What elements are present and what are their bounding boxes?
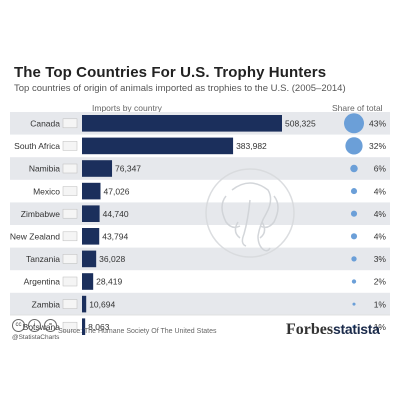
share-bubble	[350, 188, 358, 195]
license-icons: cc i =	[12, 319, 57, 332]
value-label: 28,419	[96, 277, 122, 287]
share-label: 4%	[374, 186, 387, 196]
elephant-icon	[205, 168, 295, 258]
flag-icon	[62, 254, 78, 264]
flag-icon	[62, 141, 78, 151]
bar	[82, 137, 234, 155]
flag-icon	[62, 276, 78, 287]
row-background	[10, 292, 390, 316]
category-label: Tanzania	[26, 254, 60, 264]
value-label: 43,794	[102, 232, 128, 242]
source-note: Source: The Humane Society Of The United…	[58, 328, 217, 335]
share-label: 32%	[369, 141, 386, 151]
category-label: Botswana	[23, 322, 61, 332]
category-label: Argentina	[24, 277, 61, 287]
flag-icon	[62, 321, 78, 332]
flag-icon	[62, 118, 78, 129]
share-bubble	[344, 113, 364, 134]
category-label: Zimbabwe	[21, 209, 60, 219]
flag-icon	[62, 299, 78, 309]
statista-logo[interactable]: statista	[333, 321, 380, 337]
chart-title: The Top Countries For U.S. Trophy Hunter…	[14, 64, 327, 81]
category-label: Canada	[30, 119, 60, 129]
chart-subtitle: Top countries of origin of animals impor…	[14, 83, 346, 94]
category-label: New Zealand	[10, 232, 60, 242]
share-label: 1%	[374, 299, 387, 309]
share-label: 1%	[374, 322, 387, 332]
flag-icon	[62, 208, 78, 219]
share-column-header: Share of total	[332, 103, 383, 113]
forbes-logo[interactable]: Forbes	[286, 321, 334, 338]
flag-icon	[62, 186, 78, 196]
person-icon: i	[28, 319, 41, 332]
bar	[82, 205, 100, 222]
equals-icon: =	[44, 319, 57, 332]
category-label: Mexico	[33, 186, 60, 196]
share-label: 3%	[374, 254, 387, 264]
category-label: South Africa	[14, 141, 60, 151]
share-bubble	[352, 325, 356, 329]
share-bubble	[350, 233, 358, 240]
cc-icon: cc	[12, 319, 25, 332]
share-label: 43%	[369, 119, 386, 129]
share-label: 2%	[374, 277, 387, 287]
row-background	[10, 247, 390, 271]
value-label: 383,982	[236, 141, 267, 151]
value-label: 10,694	[89, 299, 115, 309]
value-label: 47,026	[104, 186, 130, 196]
share-label: 4%	[374, 209, 387, 219]
share-bubble	[351, 279, 357, 284]
bar	[82, 160, 113, 177]
share-label: 6%	[374, 164, 387, 174]
value-label: 36,028	[99, 254, 125, 264]
bar	[82, 182, 101, 200]
category-label: Namibia	[29, 164, 60, 174]
bar	[82, 228, 100, 245]
category-label: Zambia	[32, 299, 61, 309]
value-label: 8,063	[88, 322, 110, 332]
imports-column-header: Imports by country	[92, 103, 162, 113]
bar	[82, 250, 97, 268]
bar	[82, 273, 94, 290]
value-label: 44,740	[103, 209, 129, 219]
bar	[82, 115, 282, 132]
statista-handle: @StatistaCharts	[12, 334, 60, 341]
share-label: 4%	[374, 232, 387, 242]
row-background	[10, 202, 390, 225]
flag-icon	[62, 231, 78, 242]
share-bubble	[350, 210, 358, 217]
share-bubble	[352, 302, 356, 306]
flag-icon	[62, 163, 78, 174]
bar	[82, 295, 87, 313]
value-label: 76,347	[115, 164, 141, 174]
share-bubble	[350, 164, 358, 173]
share-bubble	[345, 137, 363, 155]
value-label: 508,325	[285, 119, 316, 129]
share-bubble	[351, 256, 357, 262]
bar	[82, 318, 86, 335]
